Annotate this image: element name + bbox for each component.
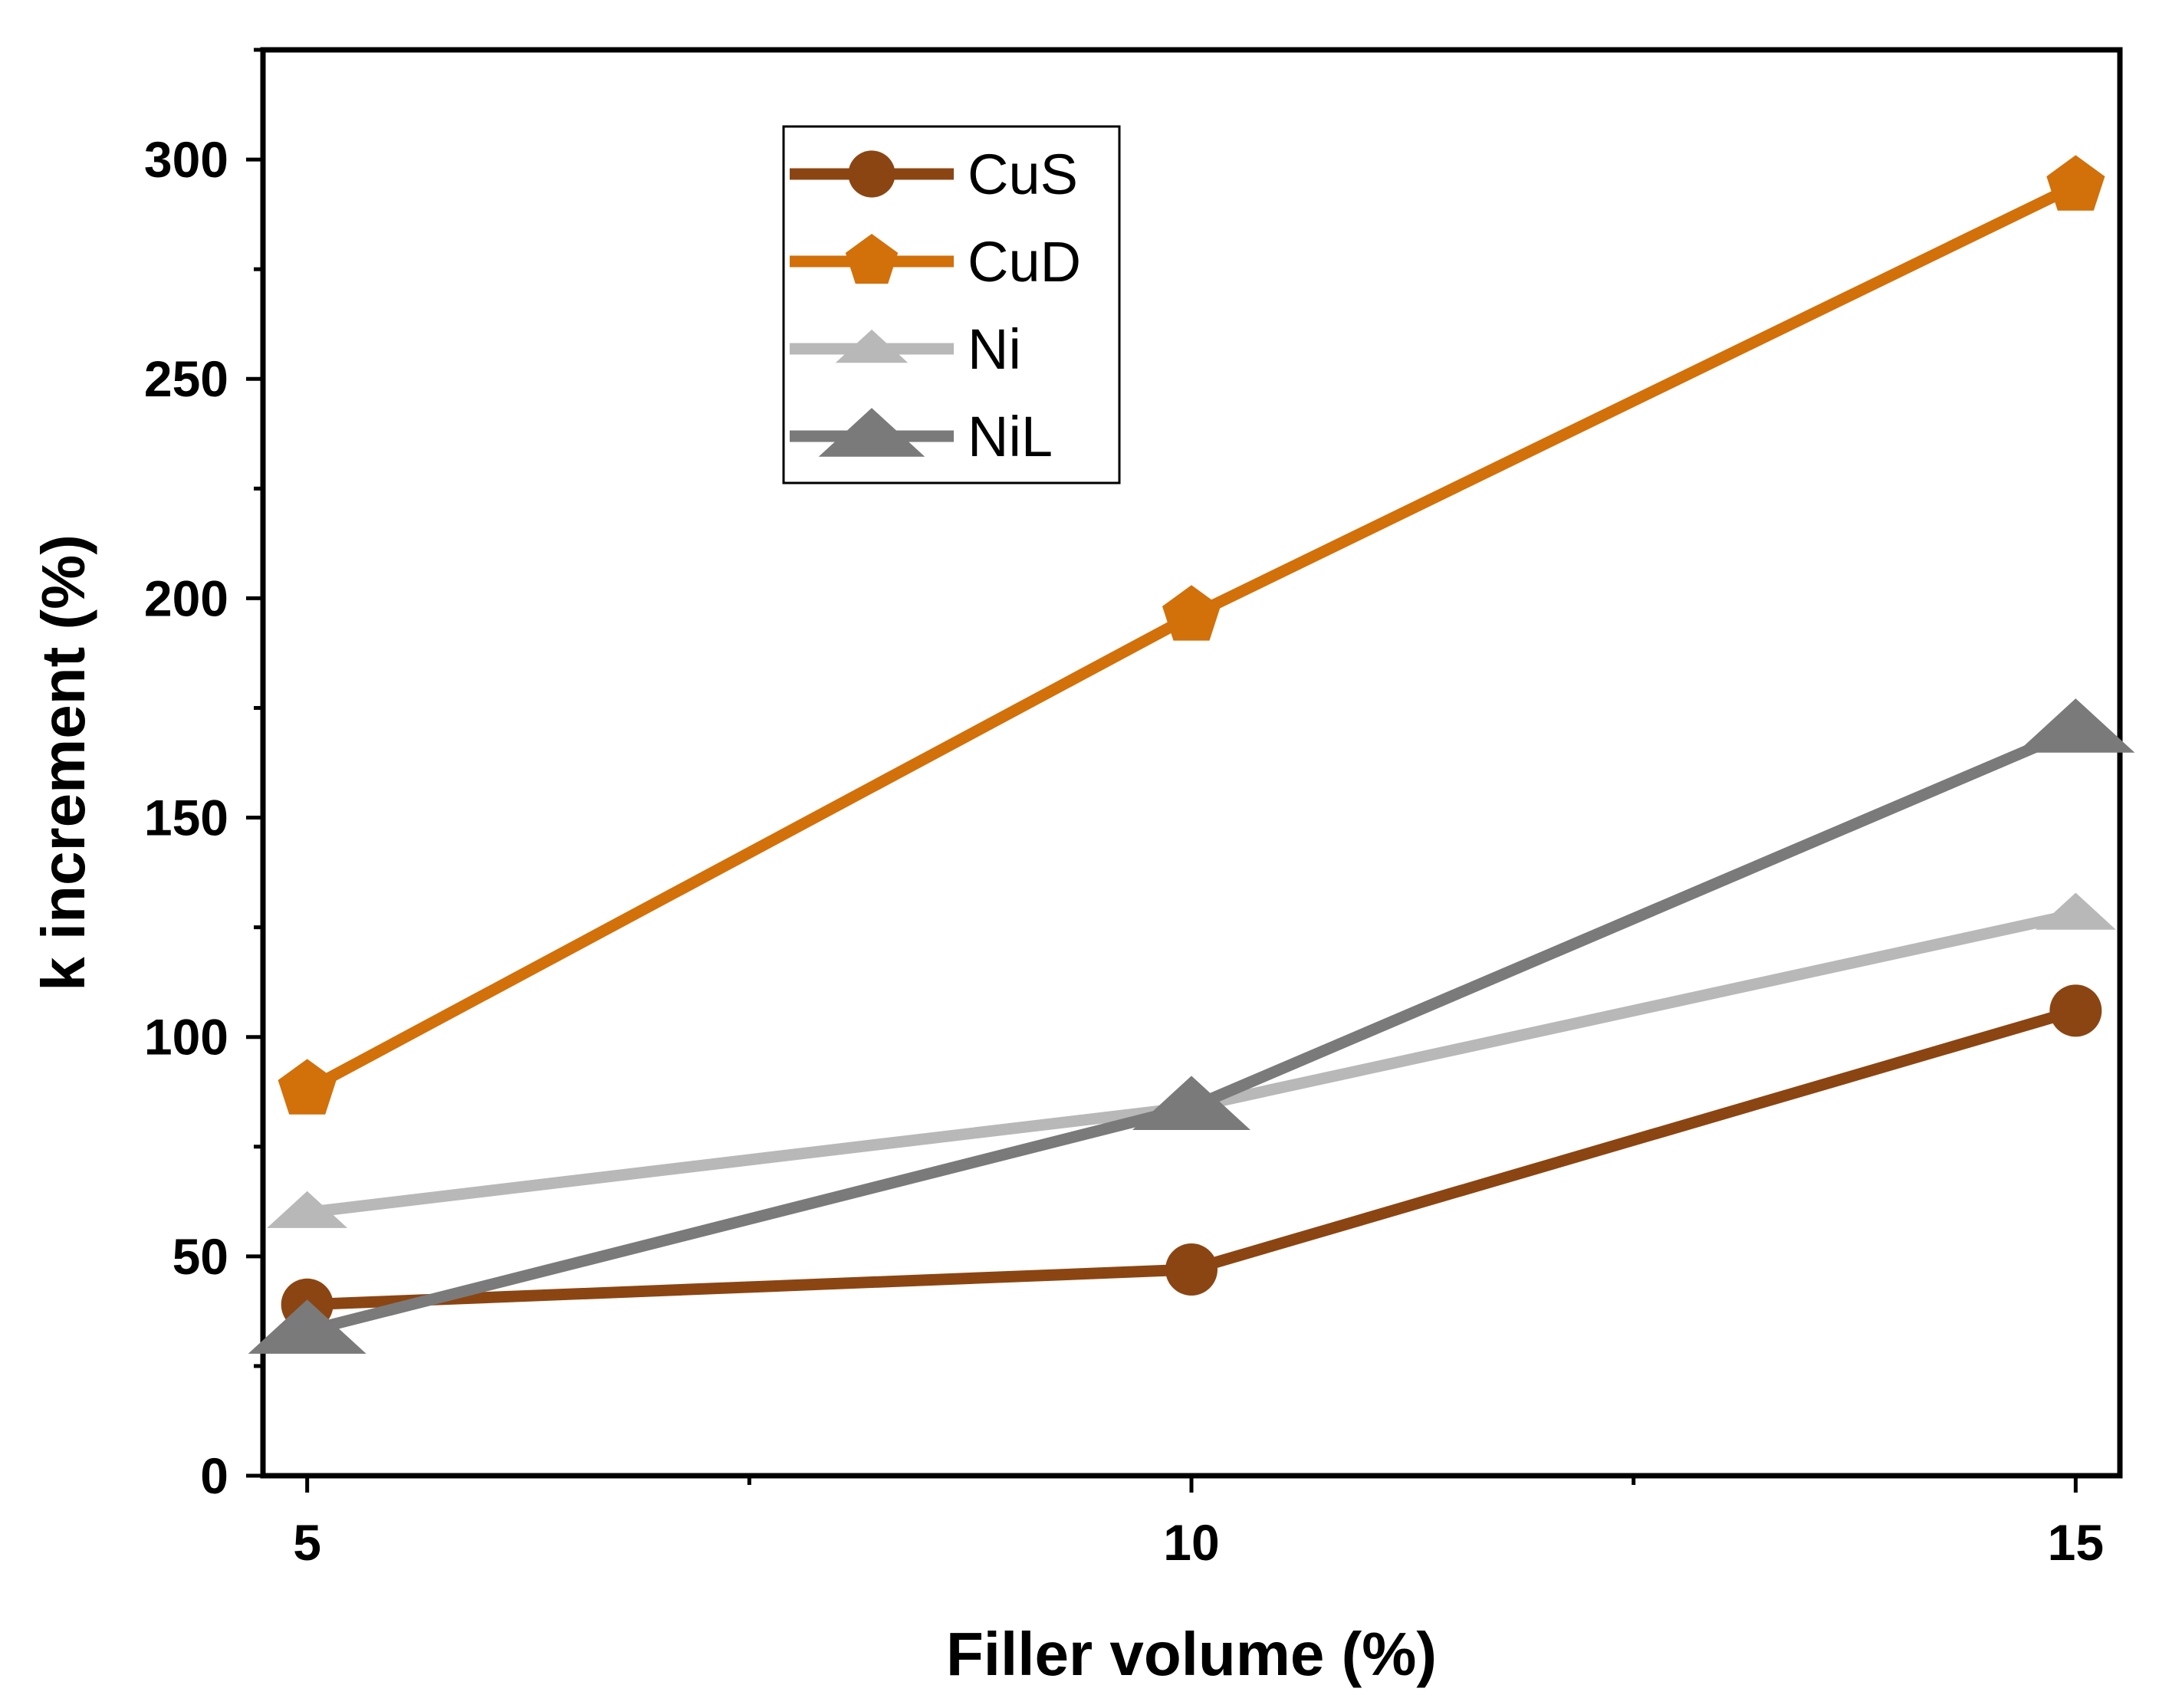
y-tick-label: 200: [144, 570, 228, 626]
y-tick-label: 100: [144, 1009, 228, 1066]
series-line-ni: [306, 908, 2077, 1219]
y-tick-label: 0: [200, 1447, 228, 1504]
data-point-cus: [1165, 1243, 1218, 1296]
legend-entry: CuD: [790, 230, 1081, 294]
x-tick-label: 5: [293, 1514, 321, 1571]
data-point-cud: [1162, 585, 1221, 641]
legend-entry: CuS: [790, 143, 1078, 206]
legend-label: CuS: [968, 143, 1078, 206]
x-axis-title: Filler volume (%): [946, 1620, 1437, 1688]
axes: 0 50 100 150 200 250 300 5 10 15: [144, 47, 2123, 1571]
data-point-cud: [278, 1059, 337, 1115]
series-group: [248, 155, 2135, 1354]
legend-label: CuD: [968, 230, 1081, 294]
legend-marker: [848, 150, 895, 198]
y-axis-title: k increment (%): [29, 534, 97, 991]
y-tick-label: 300: [144, 131, 228, 188]
data-point-nil: [2016, 698, 2135, 753]
y-tick-label: 150: [144, 790, 228, 846]
legend-marker: [835, 329, 909, 363]
series-line-nil: [305, 724, 2078, 1337]
x-tick-label: 15: [2048, 1514, 2104, 1571]
y-tick-label: 250: [144, 350, 228, 407]
data-point-cud: [2046, 155, 2105, 211]
y-tick-label: 50: [173, 1228, 228, 1285]
data-point-ni: [267, 1191, 348, 1228]
x-tick-label: 10: [1163, 1514, 1219, 1571]
series-cud: [278, 155, 2105, 1115]
legend-label: NiL: [968, 405, 1053, 468]
data-point-ni: [2035, 892, 2116, 930]
legend: CuS CuD Ni NiL: [782, 125, 1121, 484]
data-point-cus: [2049, 984, 2102, 1037]
legend-entry: Ni: [790, 317, 1021, 381]
legend-marker: [845, 234, 899, 284]
legend-marker: [818, 408, 925, 457]
data-point-nil: [248, 1299, 366, 1354]
legend-entry: NiL: [790, 405, 1053, 468]
series-nil: [248, 698, 2135, 1354]
series-cus: [281, 984, 2102, 1331]
legend-label: Ni: [968, 317, 1021, 381]
data-point-nil: [1132, 1076, 1250, 1130]
legend-box: [782, 125, 1121, 484]
series-ni: [267, 892, 2116, 1228]
